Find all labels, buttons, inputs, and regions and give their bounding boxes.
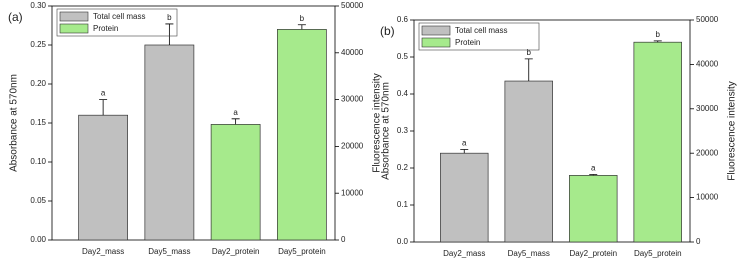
y-tick-label: 0.10 <box>30 157 46 166</box>
significance-label: a <box>591 164 596 173</box>
legend-swatch <box>421 37 451 48</box>
bar <box>633 41 682 243</box>
panel: (a) 0.00 0.05 0.10 0.15 0.20 0.25 0.30 0 10000 200… <box>8 1 383 256</box>
panel: (b) 0.0 0.1 0.2 0.3 0.4 0.5 0.6 0 10000 20000 30000… <box>380 15 738 258</box>
legend-swatch <box>421 25 451 36</box>
y-tick-label: 0.00 <box>30 235 46 244</box>
error-bar <box>524 58 533 82</box>
y-tick-label: 0.0 <box>397 237 409 246</box>
bar <box>504 80 553 243</box>
y2-tick-label: 30000 <box>341 95 364 104</box>
y-tick-label: 0.1 <box>397 200 409 209</box>
x-tick-label: Day2_mass <box>443 249 485 258</box>
x-tick-label: Day2_mass <box>82 247 124 256</box>
significance-label: b <box>167 13 172 22</box>
bar <box>78 114 128 241</box>
significance-label: a <box>101 89 106 98</box>
y-tick-label: 0.2 <box>397 163 409 172</box>
y2-tick-label: 40000 <box>341 48 364 57</box>
x-tick-label: Day5_protein <box>278 247 326 256</box>
legend-label: Protein <box>93 24 118 33</box>
legend-swatch <box>59 11 89 22</box>
x-tick-label: Day2_protein <box>569 249 617 258</box>
y2-tick-label: 20000 <box>696 148 719 157</box>
y2-tick-label: 10000 <box>696 193 719 202</box>
error-bar <box>165 23 174 45</box>
significance-label: a <box>462 139 467 148</box>
y2-tick-label: 40000 <box>696 60 719 69</box>
legend-label: Total cell mass <box>93 12 145 21</box>
y-tick-label: 0.05 <box>30 196 46 205</box>
y2-tick-label: 30000 <box>696 104 719 113</box>
y-tick-label: 0.15 <box>30 118 46 127</box>
y2-tick-label: 0 <box>341 235 346 244</box>
bar <box>210 124 261 241</box>
significance-label: b <box>300 14 305 23</box>
significance-label: b <box>527 48 532 57</box>
y-axis-label: Absorbance at 570nm <box>381 82 392 180</box>
x-tick-label: Day2_protein <box>212 247 260 256</box>
legend-label: Protein <box>455 38 480 47</box>
y-tick-label: 0.3 <box>397 126 409 135</box>
panel-label: (b) <box>380 24 395 38</box>
y2-tick-label: 10000 <box>341 188 364 197</box>
x-tick-label: Day5_protein <box>634 249 682 258</box>
y2-tick-label: 50000 <box>341 1 364 10</box>
error-bar <box>99 99 108 116</box>
legend-label: Total cell mass <box>455 26 507 35</box>
y2-axis-label: Fluorescence intensity <box>727 81 738 181</box>
legend-swatch <box>59 23 89 34</box>
legend-frame <box>56 8 178 37</box>
bar <box>440 152 489 243</box>
y-tick-label: 0.5 <box>397 52 409 61</box>
x-tick-label: Day5_mass <box>148 247 190 256</box>
y-tick-label: 0.20 <box>30 79 46 88</box>
error-bar <box>460 149 469 154</box>
y2-tick-label: 20000 <box>341 142 364 151</box>
y2-tick-label: 50000 <box>696 15 719 24</box>
y2-tick-label: 0 <box>696 237 701 246</box>
error-bar <box>589 174 598 176</box>
y-tick-label: 0.25 <box>30 40 46 49</box>
y-tick-label: 0.6 <box>397 15 409 24</box>
y2-axis-label: Fluorescence intensity <box>372 73 383 173</box>
x-tick-label: Day5_mass <box>508 249 550 258</box>
significance-label: b <box>656 30 661 39</box>
error-bar <box>231 118 240 125</box>
significance-label: a <box>233 108 238 117</box>
y-axis-label: Absorbance at 570nm <box>9 74 20 172</box>
bar <box>277 29 327 241</box>
bar <box>144 44 195 241</box>
legend-frame <box>418 22 540 51</box>
error-bar <box>297 24 306 30</box>
bar <box>569 175 618 243</box>
y-tick-label: 0.4 <box>397 89 409 98</box>
y-tick-label: 0.30 <box>30 1 46 10</box>
error-bar <box>653 40 662 43</box>
panel-label: (a) <box>8 10 23 24</box>
